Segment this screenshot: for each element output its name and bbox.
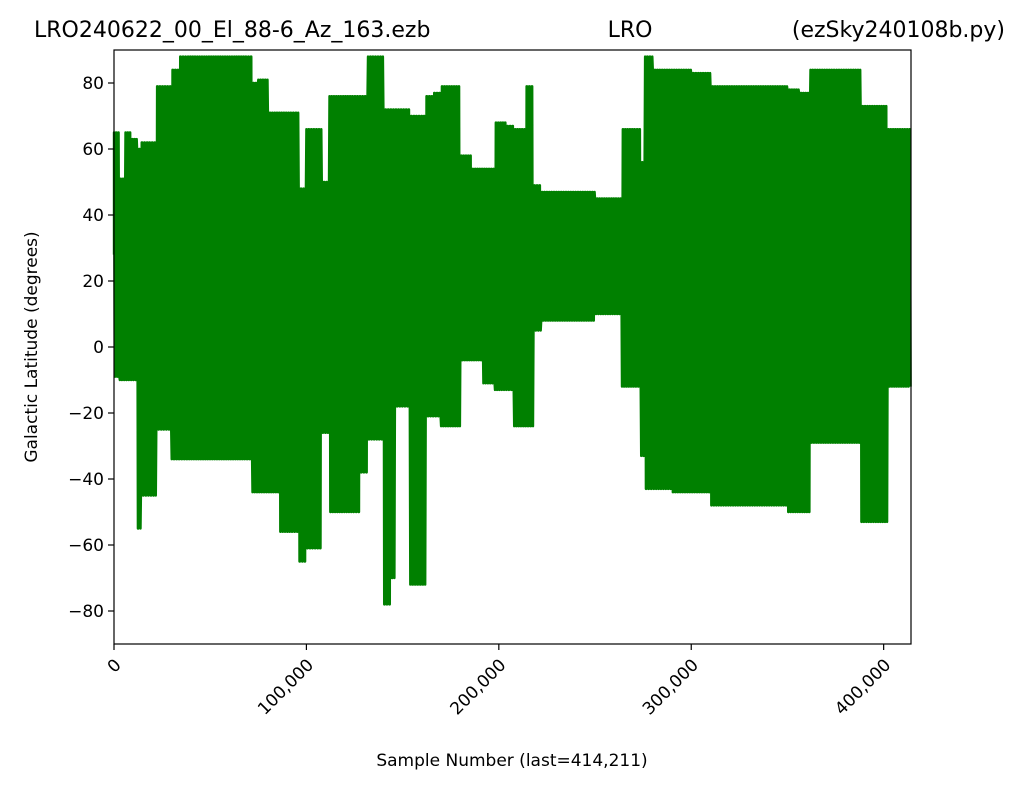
y-axis-label: Galactic Latitude (degrees) (22, 231, 42, 462)
series-line (112, 55, 912, 606)
y-axis: −80 −60 −40 −20 0 20 40 60 80 (68, 74, 114, 622)
y-tick-label: 60 (82, 140, 104, 160)
y-tick-label: 40 (82, 206, 104, 226)
plot-area (112, 55, 912, 606)
y-tick-label: −60 (68, 536, 104, 556)
x-tick-label: 200,000 (447, 655, 511, 719)
x-tick-label: 400,000 (831, 655, 895, 719)
y-tick-label: 0 (93, 338, 104, 358)
x-tick-label: 0 (104, 655, 126, 677)
y-tick-label: 80 (82, 74, 104, 94)
chart-title-right: (ezSky240108b.py) (792, 18, 1005, 43)
y-tick-label: 20 (82, 272, 104, 292)
chart-title-left: LRO240622_00_El_88-6_Az_163.ezb (34, 18, 430, 43)
x-axis: 0 100,000 200,000 300,000 400,000 (104, 644, 895, 719)
y-tick-label: −80 (68, 602, 104, 622)
chart-title-center: LRO (608, 18, 653, 43)
x-axis-label: Sample Number (last=414,211) (376, 751, 647, 771)
y-tick-label: −40 (68, 470, 104, 490)
x-tick-label: 300,000 (639, 655, 703, 719)
x-tick-label: 100,000 (254, 655, 318, 719)
y-tick-label: −20 (68, 404, 104, 424)
